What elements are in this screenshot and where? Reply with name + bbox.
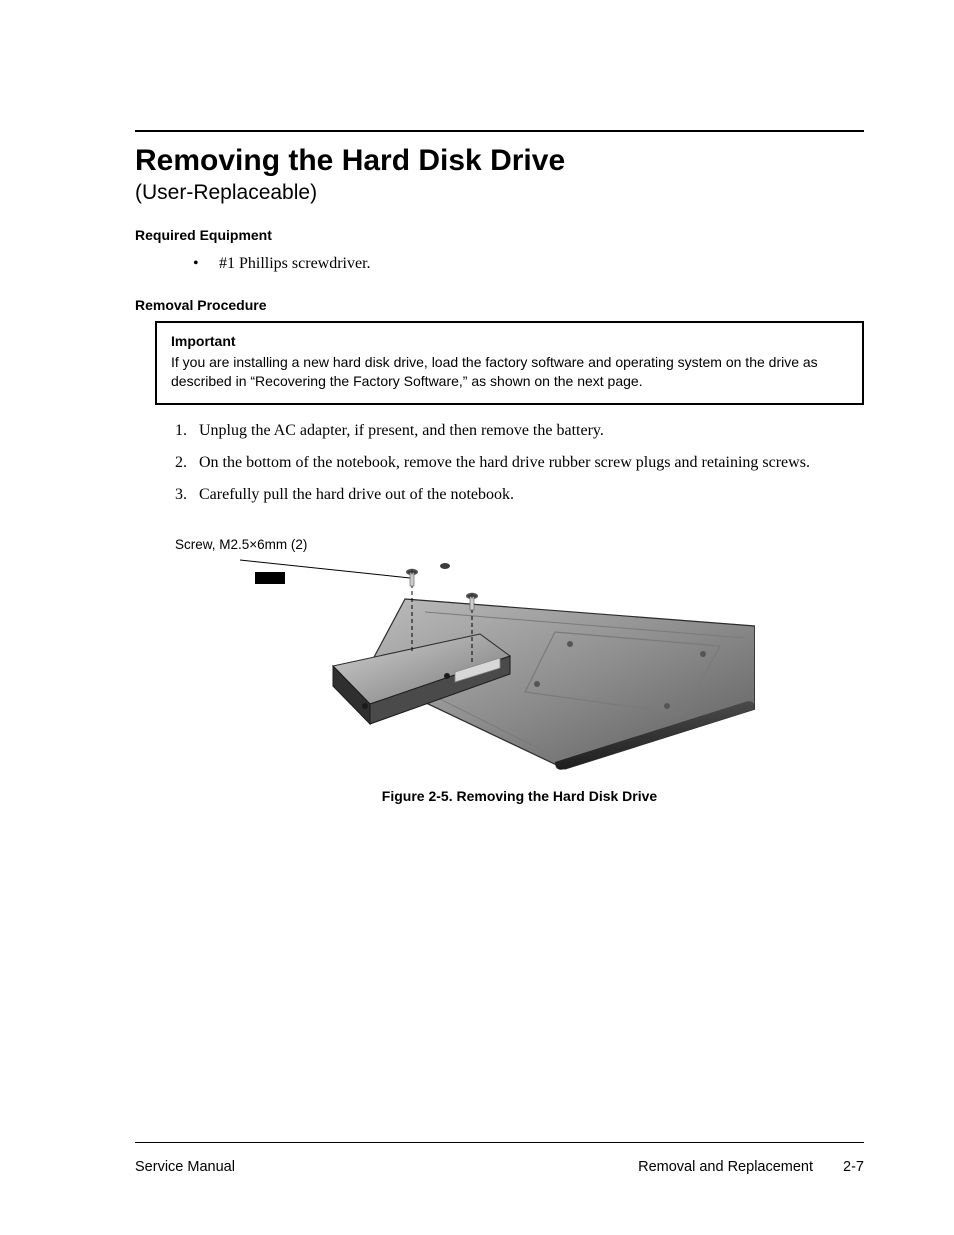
content-area: Removing the Hard Disk Drive (User-Repla… [135, 130, 864, 804]
page-subtitle: (User-Replaceable) [135, 181, 864, 205]
procedure-steps: Unplug the AC adapter, if present, and t… [175, 419, 864, 507]
page-title: Removing the Hard Disk Drive [135, 144, 864, 179]
page-footer: Service Manual Removal and Replacement 2… [135, 1159, 864, 1175]
screw-callout-label: Screw, M2.5×6mm (2) [175, 537, 864, 552]
step-item: Unplug the AC adapter, if present, and t… [175, 419, 864, 443]
bottom-rule [135, 1142, 864, 1143]
figure-block: Screw, M2.5×6mm (2) [135, 537, 864, 804]
step-item: Carefully pull the hard drive out of the… [175, 483, 864, 507]
footer-page-number: 2-7 [843, 1159, 864, 1175]
required-equipment-list: #1 Phillips screwdriver. [193, 253, 864, 275]
page: Removing the Hard Disk Drive (User-Repla… [0, 0, 954, 1235]
footer-right: Removal and Replacement 2-7 [638, 1159, 864, 1175]
figure-caption: Figure 2-5. Removing the Hard Disk Drive [175, 788, 864, 804]
important-title: Important [171, 333, 848, 349]
list-item: #1 Phillips screwdriver. [193, 253, 864, 275]
diagram-svg [215, 554, 755, 774]
removal-procedure-heading: Removal Procedure [135, 297, 864, 313]
required-equipment-heading: Required Equipment [135, 227, 864, 243]
important-callout: Important If you are installing a new ha… [155, 321, 864, 405]
footer-section: Removal and Replacement [638, 1159, 813, 1175]
hard-drive-diagram [215, 554, 755, 774]
step-item: On the bottom of the notebook, remove th… [175, 451, 864, 475]
top-rule [135, 130, 864, 132]
important-body: If you are installing a new hard disk dr… [171, 353, 848, 391]
footer-left: Service Manual [135, 1159, 235, 1175]
